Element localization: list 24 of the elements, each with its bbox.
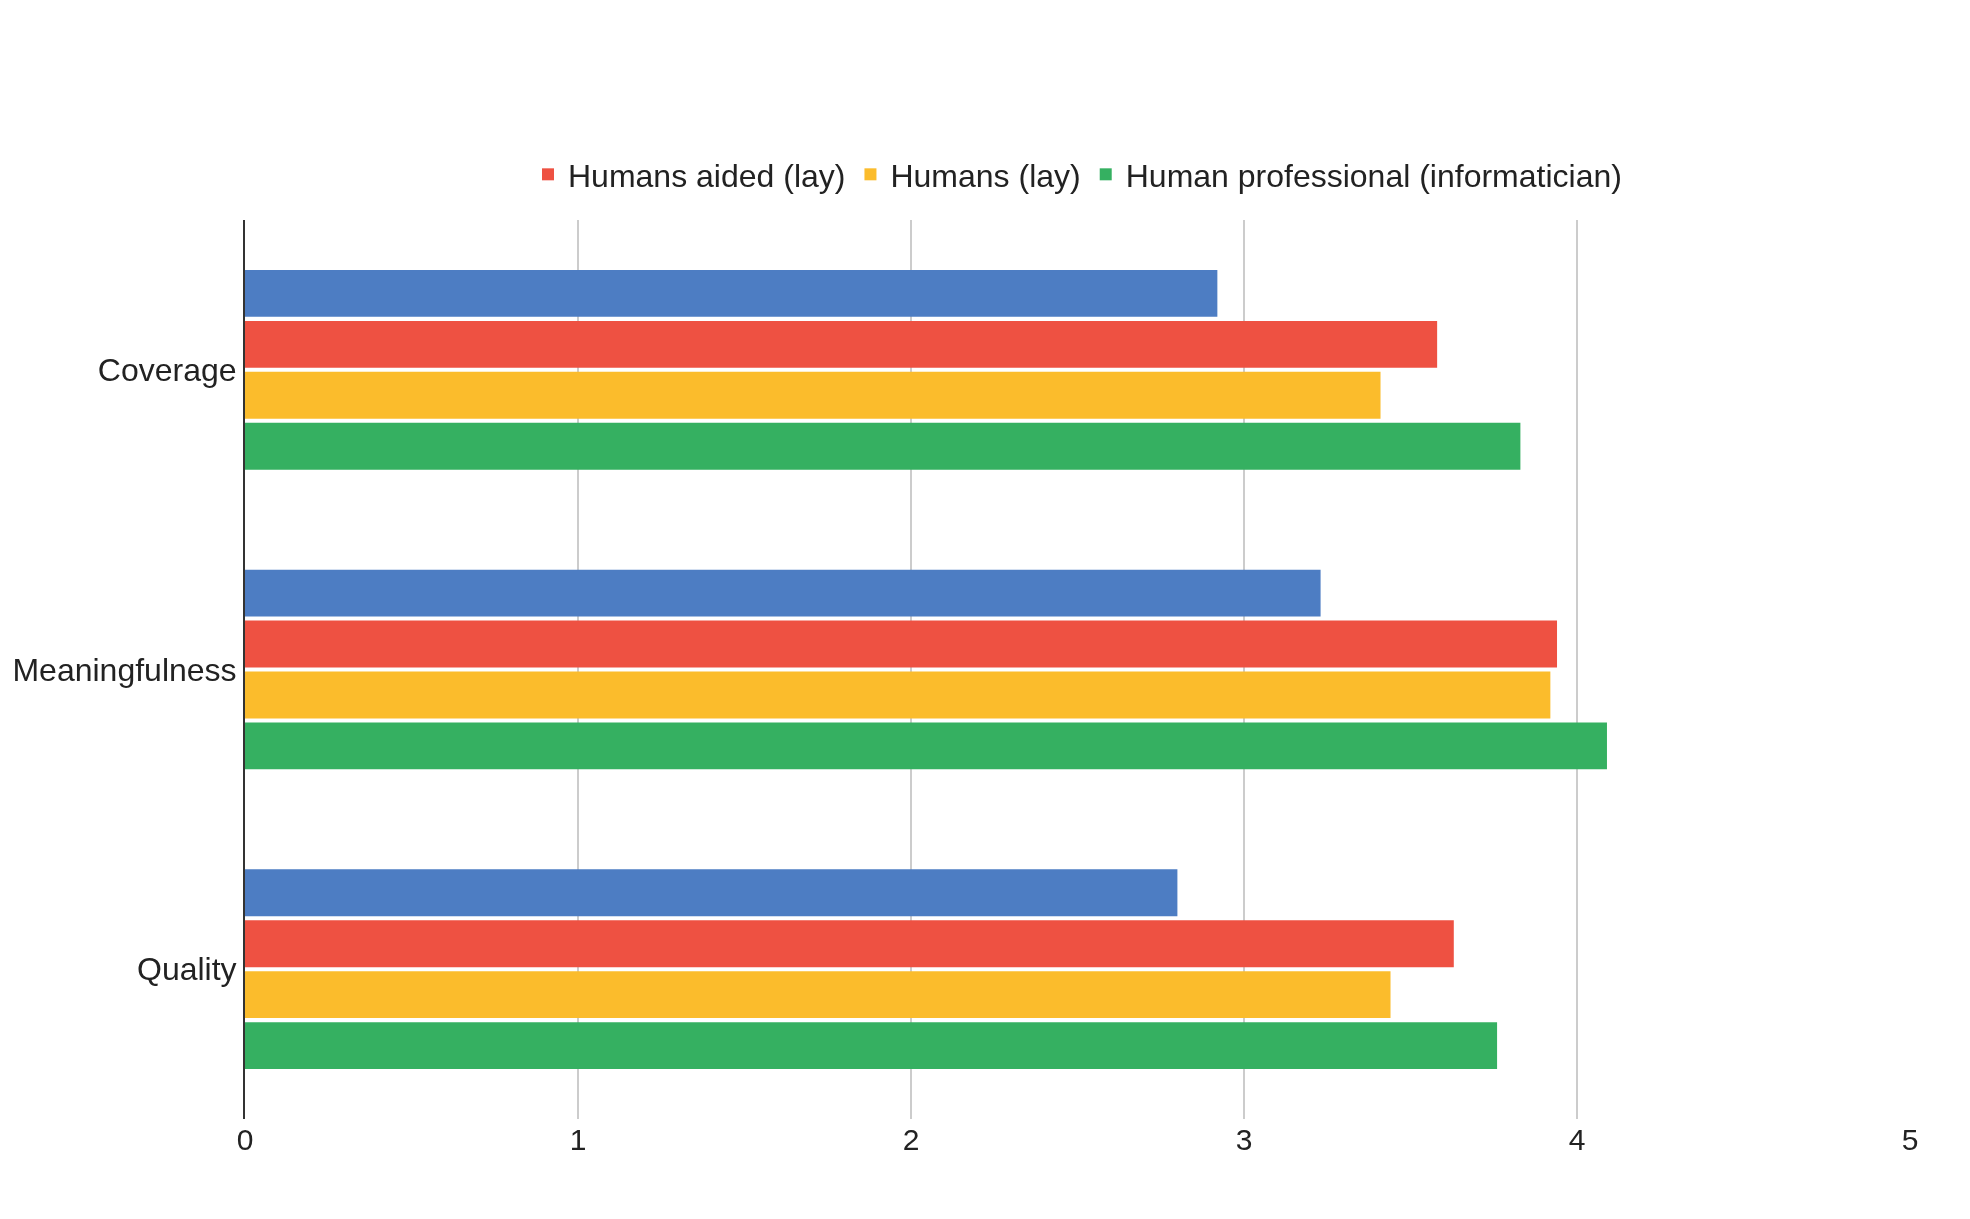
legend-label: Humans (lay): [890, 157, 1081, 194]
bar: [245, 869, 1178, 917]
bar: [245, 422, 1521, 470]
bar: [245, 620, 1558, 668]
bar: [245, 920, 1454, 968]
x-tick-label: 1: [569, 1123, 587, 1156]
x-tick-label: 3: [1235, 1123, 1253, 1156]
y-tick-label: Meaningfulness: [12, 651, 237, 688]
bar: [245, 971, 1391, 1019]
x-tick-label: 2: [902, 1123, 920, 1156]
bar: [245, 320, 1438, 368]
legend-label: Humans aided (lay): [568, 157, 846, 194]
x-tick-label: 0: [236, 1123, 254, 1156]
legend-label: Human professional (informatician): [1125, 157, 1622, 194]
bar: [245, 371, 1381, 419]
x-tick-label: 4: [1568, 1123, 1586, 1156]
bar: [245, 1022, 1498, 1070]
x-tick-label: 5: [1901, 1123, 1919, 1156]
bar: [245, 569, 1321, 617]
y-tick-label: Quality: [137, 951, 237, 988]
bar: [245, 269, 1218, 317]
y-tick-label: Coverage: [97, 352, 237, 389]
bar: [245, 671, 1551, 719]
bar: [245, 722, 1607, 770]
